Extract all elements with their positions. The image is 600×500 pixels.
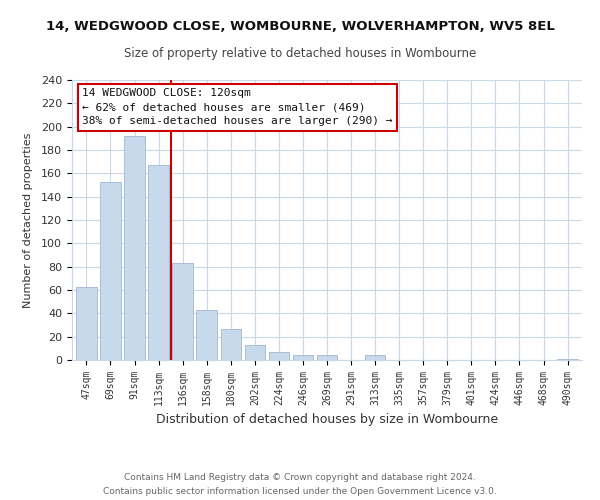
Bar bbox=[293, 356, 313, 360]
Bar bbox=[269, 352, 289, 360]
Bar bbox=[196, 310, 217, 360]
Text: 14, WEDGWOOD CLOSE, WOMBOURNE, WOLVERHAMPTON, WV5 8EL: 14, WEDGWOOD CLOSE, WOMBOURNE, WOLVERHAM… bbox=[46, 20, 554, 33]
Bar bbox=[172, 263, 193, 360]
Bar bbox=[221, 328, 241, 360]
X-axis label: Distribution of detached houses by size in Wombourne: Distribution of detached houses by size … bbox=[156, 414, 498, 426]
Bar bbox=[124, 136, 145, 360]
Text: Contains HM Land Registry data © Crown copyright and database right 2024.: Contains HM Land Registry data © Crown c… bbox=[124, 472, 476, 482]
Bar bbox=[76, 286, 97, 360]
Bar bbox=[100, 182, 121, 360]
Bar bbox=[317, 356, 337, 360]
Text: Contains public sector information licensed under the Open Government Licence v3: Contains public sector information licen… bbox=[103, 488, 497, 496]
Y-axis label: Number of detached properties: Number of detached properties bbox=[23, 132, 32, 308]
Bar bbox=[245, 345, 265, 360]
Text: 14 WEDGWOOD CLOSE: 120sqm
← 62% of detached houses are smaller (469)
38% of semi: 14 WEDGWOOD CLOSE: 120sqm ← 62% of detac… bbox=[82, 88, 392, 126]
Text: Size of property relative to detached houses in Wombourne: Size of property relative to detached ho… bbox=[124, 48, 476, 60]
Bar bbox=[148, 165, 169, 360]
Bar bbox=[557, 359, 578, 360]
Bar bbox=[365, 356, 385, 360]
